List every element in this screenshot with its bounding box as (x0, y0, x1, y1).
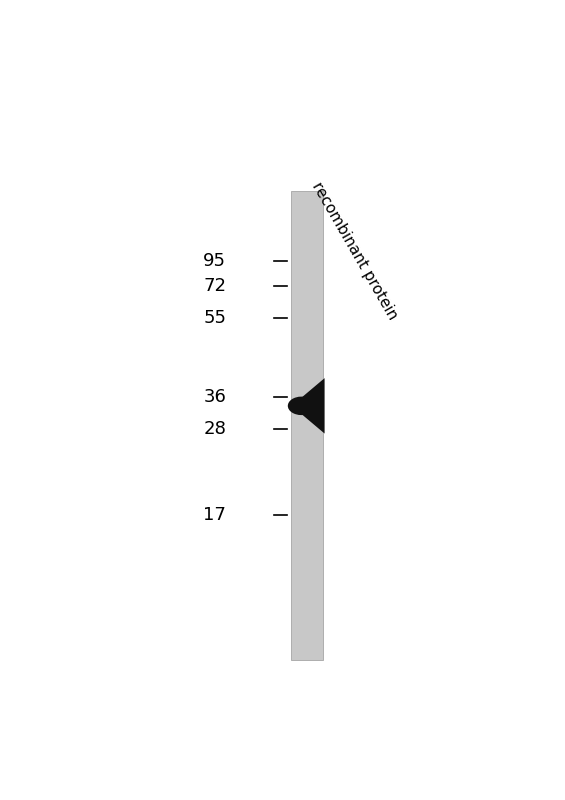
Polygon shape (292, 378, 324, 434)
Text: 36: 36 (203, 388, 226, 406)
Text: 28: 28 (203, 420, 226, 438)
Bar (292, 191, 323, 660)
Text: 72: 72 (203, 277, 226, 294)
Ellipse shape (288, 397, 315, 415)
Text: 95: 95 (203, 252, 226, 270)
Text: 17: 17 (203, 506, 226, 524)
Text: recombinant protein: recombinant protein (309, 180, 401, 322)
Text: 55: 55 (203, 309, 226, 326)
